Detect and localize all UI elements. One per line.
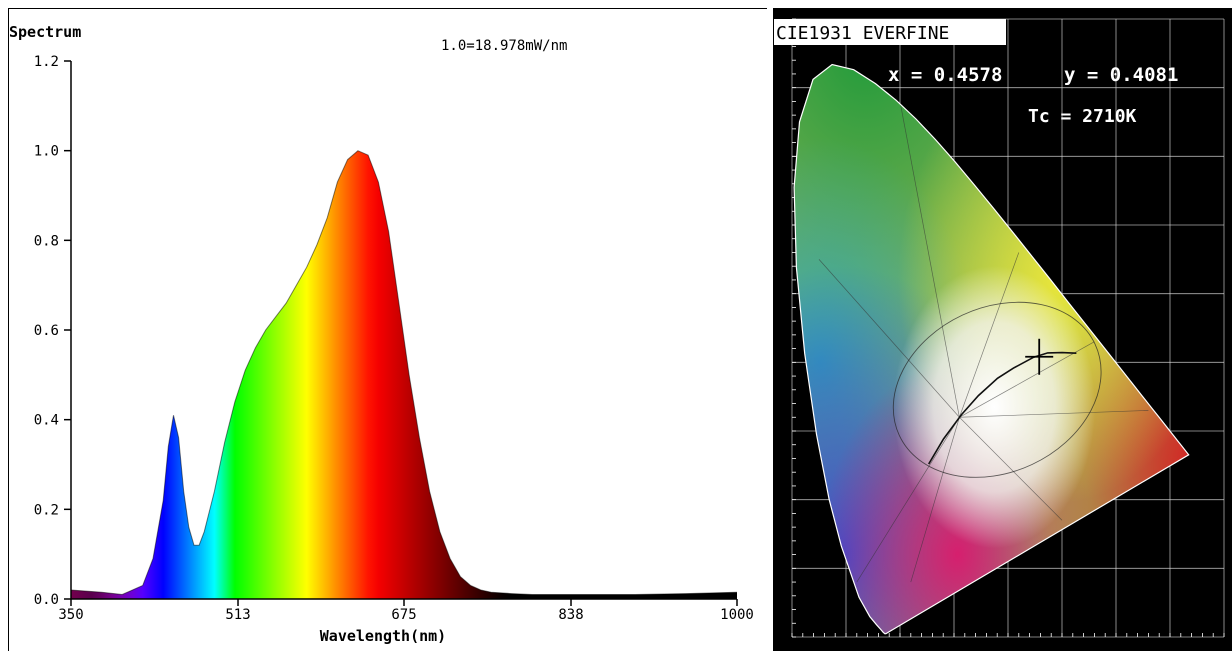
cie-region-line	[818, 259, 960, 418]
cie-panel: CIE1931 EVERFINE x = 0.4578 y = 0.4081 T…	[773, 8, 1232, 651]
spectrum-x-tick-label: 838	[558, 607, 583, 623]
spectrum-area-group	[70, 150, 738, 599]
spectrum-y-tick-label: 0.4	[34, 413, 59, 429]
spectrum-annotation: 1.0=18.978mW/nm	[441, 38, 567, 54]
spectrum-curve	[70, 150, 738, 596]
cie-tc-value: Tc = 2710K	[1028, 106, 1137, 127]
spectrum-y-tick-label: 0.8	[34, 233, 59, 249]
spectrum-chart: Spectrum 1.0=18.978mW/nm 0.0 0.2 0.4 0.6 0.8…	[9, 23, 754, 645]
cie-spectral-locus	[793, 63, 1190, 635]
spectrum-y-tick-label: 0.0	[34, 592, 59, 608]
cie-region-line	[856, 417, 960, 583]
cie-title-background	[774, 19, 1006, 45]
spectrum-x-tick-label: 1000	[720, 607, 754, 623]
cie-planckian-locus	[928, 351, 1077, 465]
cie-inner-ellipse	[892, 301, 1102, 478]
spectrum-x-axis-label: Wavelength(nm)	[320, 627, 446, 645]
cie-title: CIE1931 EVERFINE	[776, 23, 949, 44]
spectrum-title: Spectrum	[9, 23, 81, 41]
cie-chart: CIE1931 EVERFINE x = 0.4578 y = 0.4081 T…	[774, 9, 1232, 651]
spectrum-y-ticks: 0.0 0.2 0.4 0.6 0.8 1.0 1.2	[34, 54, 71, 608]
spectrum-area	[71, 150, 737, 599]
cie-y-value: y = 0.4081	[1064, 64, 1178, 86]
cie-region-line	[959, 252, 1020, 418]
spectrum-x-ticks: 350 513 675 838 1000	[58, 599, 754, 623]
spectrum-x-tick-label: 350	[58, 607, 83, 623]
cie-region-line	[959, 417, 1063, 521]
cie-region-line	[910, 417, 960, 583]
spectrum-y-tick-label: 1.2	[34, 54, 59, 70]
cie-point-marker	[1025, 338, 1054, 375]
spectrum-y-tick-label: 0.6	[34, 323, 59, 339]
cie-region-line	[899, 101, 960, 418]
spectrum-y-tick-label: 1.0	[34, 144, 59, 160]
cie-region-line	[959, 341, 1095, 418]
cie-region-line	[959, 410, 1149, 418]
spectrum-panel: Spectrum 1.0=18.978mW/nm 0.0 0.2 0.4 0.6 0.8…	[8, 8, 767, 651]
spectrum-x-tick-label: 513	[225, 607, 250, 623]
spectrum-y-tick-label: 0.2	[34, 502, 59, 518]
spectrum-x-tick-label: 675	[391, 607, 416, 623]
cie-x-value: x = 0.4578	[888, 64, 1002, 86]
